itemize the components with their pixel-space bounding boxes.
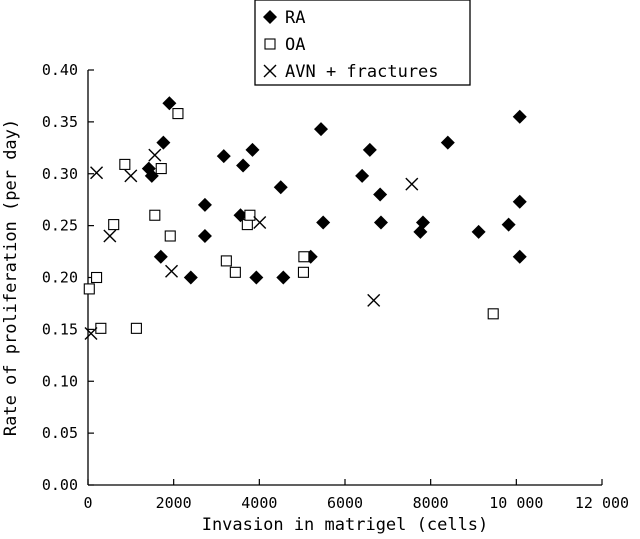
data-point xyxy=(165,264,179,278)
data-point xyxy=(233,208,248,223)
data-point xyxy=(405,177,419,191)
data-point xyxy=(220,255,232,267)
x-tick-label: 10 000 xyxy=(489,494,543,512)
data-point xyxy=(253,216,267,230)
y-tick-label: 0.20 xyxy=(42,269,78,287)
data-point xyxy=(149,209,161,221)
data-point xyxy=(124,169,138,183)
cross-stroke xyxy=(90,166,104,180)
legend-marker xyxy=(263,64,277,78)
legend-marker xyxy=(263,10,277,24)
legend-label: RA xyxy=(285,8,305,28)
cross-stroke xyxy=(148,148,162,162)
data-point xyxy=(512,249,527,264)
data-point xyxy=(91,271,103,284)
cross-stroke xyxy=(103,229,117,243)
data-point xyxy=(249,270,264,285)
data-point xyxy=(415,215,430,230)
y-tick-label: 0.40 xyxy=(42,61,78,79)
data-point xyxy=(471,224,486,239)
legend-box xyxy=(254,0,471,86)
y-tick-label: 0.05 xyxy=(42,424,78,442)
y-axis-label: Rate of proliferation (per day) xyxy=(1,119,21,436)
data-point xyxy=(84,327,98,341)
data-point xyxy=(236,158,251,173)
x-tick-label: 8000 xyxy=(413,494,449,512)
data-point xyxy=(512,194,527,209)
data-point xyxy=(487,308,499,320)
data-point xyxy=(501,217,516,232)
y-tick-label: 0.15 xyxy=(42,320,78,338)
data-point xyxy=(314,122,329,137)
series-avn-fractures xyxy=(84,148,419,341)
data-point xyxy=(103,229,117,243)
legend-label: AVN + fractures xyxy=(285,62,439,82)
x-axis-label: Invasion in matrigel (cells) xyxy=(202,515,489,535)
cross-stroke xyxy=(405,177,419,191)
data-point xyxy=(298,251,310,263)
data-point xyxy=(367,293,381,307)
y-tick-label: 0.00 xyxy=(42,476,78,494)
data-point xyxy=(90,166,104,180)
data-point xyxy=(108,219,120,231)
data-point xyxy=(148,148,162,162)
data-point xyxy=(83,283,95,295)
data-point xyxy=(276,270,291,285)
axis-ticks: 0 2000 4000 6000 8000 10 000 12 000 0.00 0.05 0.1… xyxy=(42,61,629,512)
data-point xyxy=(153,249,168,264)
data-point xyxy=(362,142,377,157)
x-tick-label: 12 000 xyxy=(575,494,629,512)
data-point xyxy=(162,96,177,111)
data-point xyxy=(130,322,142,334)
y-tick-label: 0.35 xyxy=(42,113,78,131)
cross-stroke xyxy=(263,64,277,78)
data-point xyxy=(316,215,331,230)
y-tick-label: 0.25 xyxy=(42,217,78,235)
cross-stroke xyxy=(253,216,267,230)
data-point xyxy=(373,215,388,230)
series-ra xyxy=(141,96,527,285)
cross-stroke xyxy=(84,327,98,341)
data-point xyxy=(229,266,241,278)
data-point xyxy=(144,168,159,183)
data-point xyxy=(245,142,260,157)
y-tick-label: 0.30 xyxy=(42,165,78,183)
data-point xyxy=(355,168,370,183)
x-tick-label: 2000 xyxy=(156,494,192,512)
data-point xyxy=(373,187,388,202)
data-point xyxy=(95,322,107,334)
data-point xyxy=(512,109,527,124)
legend-label: OA xyxy=(285,35,305,55)
data-point xyxy=(241,219,253,231)
data-point xyxy=(183,270,198,285)
legend: RA OA AVN + fractures xyxy=(254,0,471,86)
data-point xyxy=(440,135,455,150)
data-point xyxy=(156,135,171,150)
data-point xyxy=(197,229,212,243)
x-tick-label: 6000 xyxy=(327,494,363,512)
data-point xyxy=(172,108,184,120)
x-tick-label: 0 xyxy=(83,494,92,512)
data-point xyxy=(297,266,310,278)
axes xyxy=(87,70,602,486)
cross-stroke xyxy=(367,293,381,307)
data-point xyxy=(119,158,131,170)
data-points xyxy=(83,96,527,341)
y-tick-label: 0.10 xyxy=(42,372,78,390)
series-oa xyxy=(83,108,499,334)
cross-stroke xyxy=(165,264,179,278)
data-point xyxy=(197,197,212,212)
legend-marker xyxy=(264,38,276,50)
x-tick-label: 4000 xyxy=(241,494,277,512)
data-point xyxy=(216,149,231,164)
data-point xyxy=(155,163,167,175)
data-point xyxy=(164,230,176,242)
data-point xyxy=(273,180,288,195)
data-point xyxy=(244,209,256,221)
cross-stroke xyxy=(124,169,138,183)
